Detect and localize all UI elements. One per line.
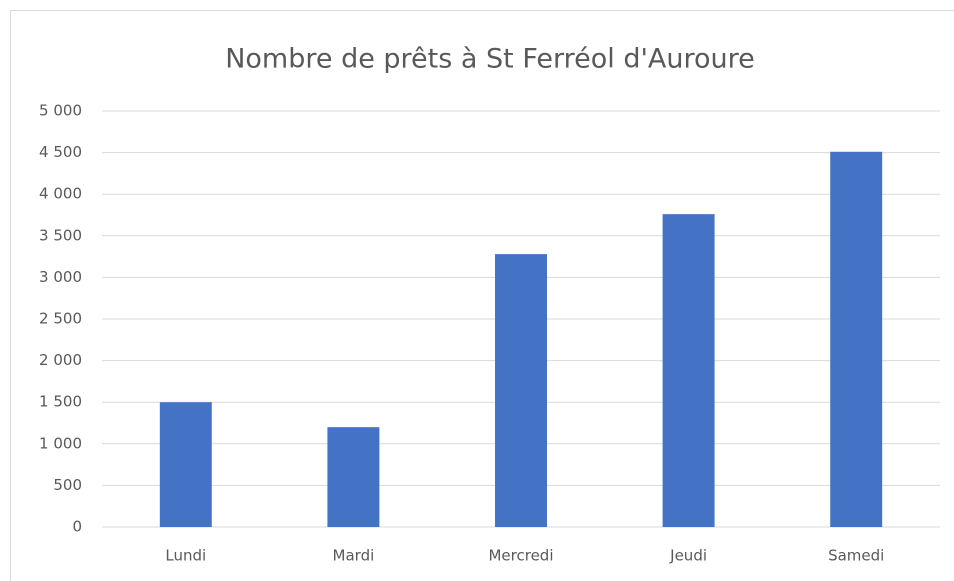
x-tick-label: Mardi — [333, 547, 375, 565]
bar — [830, 151, 883, 527]
chart-frame — [10, 10, 954, 581]
bar — [327, 427, 380, 527]
y-tick-label: 3 000 — [39, 268, 82, 286]
y-tick-label: 2 000 — [39, 351, 82, 369]
bar — [495, 254, 547, 527]
y-tick-label: 1 000 — [39, 434, 82, 452]
y-tick-label: 500 — [53, 476, 82, 494]
x-tick-label: Lundi — [165, 547, 206, 565]
y-tick-label: 3 500 — [39, 226, 82, 244]
y-tick-label: 4 000 — [39, 185, 82, 203]
x-tick-label: Mercredi — [488, 547, 553, 565]
y-tick-label: 2 500 — [39, 310, 82, 328]
y-tick-label: 0 — [72, 518, 82, 536]
bar — [159, 402, 212, 527]
y-tick-label: 1 500 — [39, 393, 82, 411]
x-tick-label: Jeudi — [669, 547, 707, 565]
x-tick-label: Samedi — [828, 547, 884, 565]
y-tick-label: 5 000 — [39, 102, 82, 120]
chart-title: Nombre de prêts à St Ferréol d'Auroure — [225, 44, 755, 75]
bar — [662, 214, 715, 527]
y-tick-label: 4 500 — [39, 143, 82, 161]
